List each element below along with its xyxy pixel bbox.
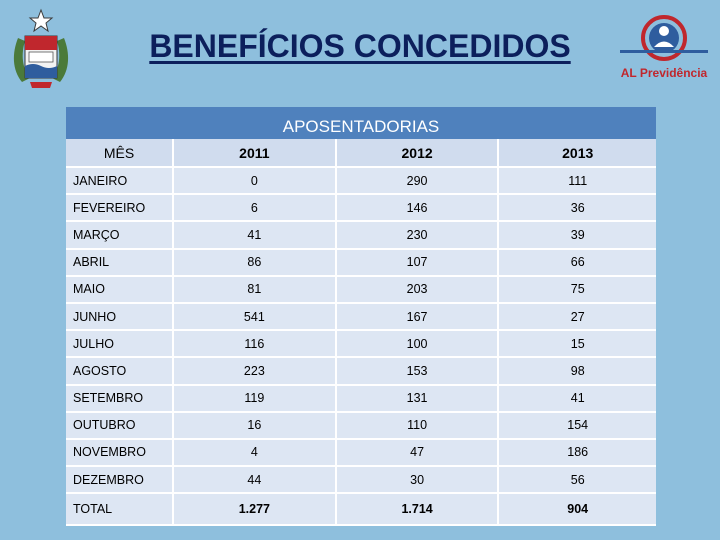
benefits-table: APOSENTADORIAS MÊS 2011 2012 2013 JANEIR… [66, 107, 656, 527]
value-cell: 1.714 [334, 493, 499, 527]
table-row: JUNHO 541 167 27 [66, 302, 656, 332]
column-header: 2011 [172, 139, 336, 168]
value-cell: 107 [334, 248, 499, 277]
value-cell: 186 [497, 438, 656, 468]
table-row: MARÇO 41 230 39 [66, 221, 656, 250]
table-row: JULHO 116 100 15 [66, 330, 656, 359]
value-cell: 111 [497, 167, 656, 196]
table-row: DEZEMBRO 44 30 56 [66, 466, 656, 495]
column-header: MÊS [66, 139, 173, 168]
value-cell: 15 [497, 330, 656, 359]
value-cell: 66 [497, 248, 656, 277]
table-row: AGOSTO 223 153 98 [66, 357, 656, 386]
value-cell: 203 [334, 275, 499, 304]
value-cell: 541 [172, 302, 336, 332]
month-cell: JANEIRO [66, 167, 173, 196]
month-cell: TOTAL [66, 493, 173, 527]
month-cell: OUTUBRO [66, 411, 173, 440]
table-row: NOVEMBRO 4 47 186 [66, 438, 656, 468]
al-previdencia-logo: AL Previdência [616, 14, 712, 80]
value-cell: 100 [334, 330, 499, 359]
value-cell: 230 [334, 221, 499, 250]
value-cell: 119 [172, 384, 336, 413]
month-cell: NOVEMBRO [66, 438, 173, 468]
month-cell: SETEMBRO [66, 384, 173, 413]
month-cell: JULHO [66, 330, 173, 359]
value-cell: 56 [497, 466, 656, 495]
value-cell: 290 [334, 167, 499, 196]
value-cell: 44 [172, 466, 336, 495]
table-row: FEVEREIRO 6 146 36 [66, 194, 656, 223]
value-cell: 154 [497, 411, 656, 440]
table-row: SETEMBRO 119 131 41 [66, 384, 656, 413]
month-cell: FEVEREIRO [66, 194, 173, 223]
value-cell: 41 [497, 384, 656, 413]
table-caption: APOSENTADORIAS [66, 107, 656, 139]
value-cell: 6 [172, 194, 336, 223]
table-row: ABRIL 86 107 66 [66, 248, 656, 277]
month-cell: MARÇO [66, 221, 173, 250]
table-row: JANEIRO 0 290 111 [66, 167, 656, 196]
month-cell: AGOSTO [66, 357, 173, 386]
value-cell: 41 [172, 221, 336, 250]
value-cell: 223 [172, 357, 336, 386]
value-cell: 167 [334, 302, 499, 332]
value-cell: 86 [172, 248, 336, 277]
table-row: MAIO 81 203 75 [66, 275, 656, 304]
value-cell: 27 [497, 302, 656, 332]
value-cell: 4 [172, 438, 336, 468]
previdencia-emblem-icon [620, 15, 708, 61]
value-cell: 81 [172, 275, 336, 304]
value-cell: 39 [497, 221, 656, 250]
table-header-row: MÊS 2011 2012 2013 [66, 139, 656, 168]
column-header: 2012 [334, 139, 499, 168]
value-cell: 904 [497, 493, 656, 527]
value-cell: 110 [334, 411, 499, 440]
value-cell: 30 [334, 466, 499, 495]
value-cell: 47 [334, 438, 499, 468]
month-cell: DEZEMBRO [66, 466, 173, 495]
value-cell: 36 [497, 194, 656, 223]
value-cell: 116 [172, 330, 336, 359]
value-cell: 16 [172, 411, 336, 440]
total-row: TOTAL 1.277 1.714 904 [66, 493, 656, 527]
value-cell: 146 [334, 194, 499, 223]
month-cell: ABRIL [66, 248, 173, 277]
value-cell: 0 [172, 167, 336, 196]
month-cell: JUNHO [66, 302, 173, 332]
value-cell: 98 [497, 357, 656, 386]
value-cell: 1.277 [172, 493, 336, 527]
state-crest-icon [13, 8, 69, 88]
logo-text: AL Previdência [620, 66, 708, 80]
value-cell: 153 [334, 357, 499, 386]
value-cell: 75 [497, 275, 656, 304]
month-cell: MAIO [66, 275, 173, 304]
table-row: OUTUBRO 16 110 154 [66, 411, 656, 440]
page-title: BENEFÍCIOS CONCEDIDOS [149, 28, 571, 64]
column-header: 2013 [497, 139, 656, 168]
value-cell: 131 [334, 384, 499, 413]
